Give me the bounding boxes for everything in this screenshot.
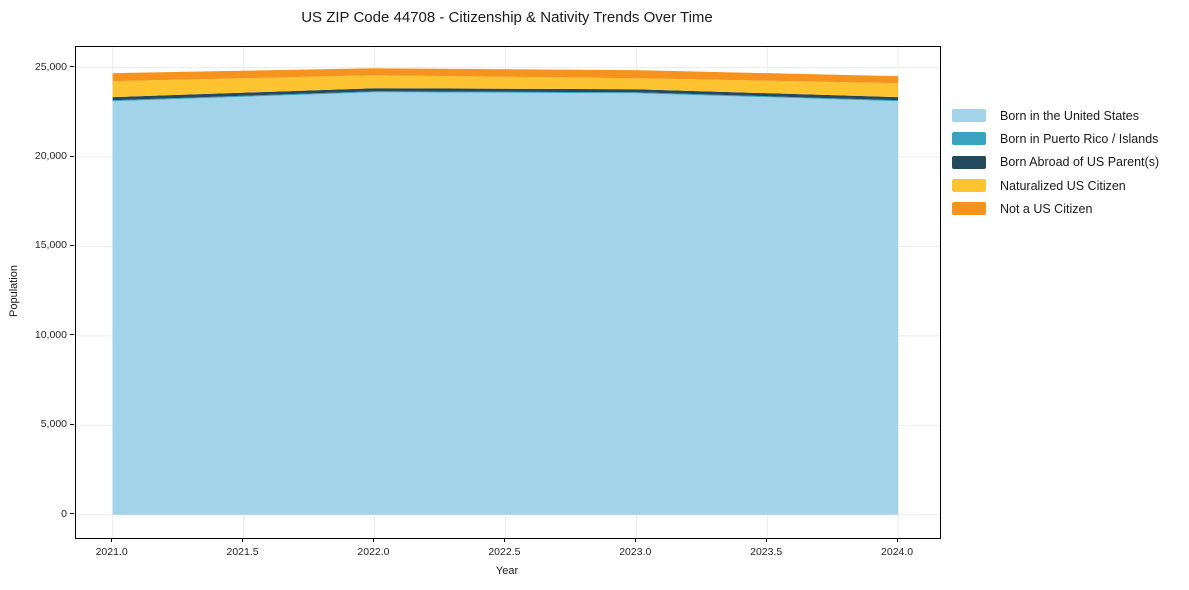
x-tick-mark: [242, 538, 244, 542]
y-tick-mark: [70, 334, 74, 336]
x-tick-mark: [111, 538, 113, 542]
y-tick-label: 10,000: [34, 328, 67, 341]
x-tick-label: 2022.0: [357, 546, 390, 558]
legend-label: Born Abroad of US Parent(s): [1000, 155, 1160, 170]
x-tick-label: 2021.0: [95, 546, 128, 558]
y-tick-mark: [70, 513, 74, 515]
legend-label: Not a US Citizen: [1000, 201, 1093, 216]
y-tick-mark: [70, 66, 74, 68]
legend-swatch: [952, 155, 986, 169]
plot-area: [75, 46, 941, 539]
y-tick-mark: [70, 244, 74, 246]
area-series-4: [112, 68, 899, 84]
legend-item-2: Born Abroad of US Parent(s): [952, 151, 1159, 174]
y-axis-label: Population: [8, 265, 20, 317]
x-tick-label: 2024.0: [881, 546, 914, 558]
area-series-3: [112, 75, 899, 98]
y-tick-mark: [70, 155, 74, 157]
legend-label: Born in Puerto Rico / Islands: [1000, 131, 1159, 146]
x-tick-label: 2023.5: [750, 546, 783, 558]
y-tick-label: 25,000: [34, 60, 67, 73]
y-tick-mark: [70, 423, 74, 425]
legend-item-4: Not a US Citizen: [952, 197, 1159, 220]
legend-item-3: Naturalized US Citizen: [952, 174, 1159, 197]
x-tick-mark: [896, 538, 898, 542]
stacked-area-svg: [76, 47, 940, 538]
legend-item-1: Born in Puerto Rico / Islands: [952, 127, 1159, 150]
legend-label: Born in the United States: [1000, 108, 1139, 123]
x-tick-label: 2021.5: [226, 546, 259, 558]
legend: Born in the United States Born in Puerto …: [952, 104, 1159, 220]
chart-title: US ZIP Code 44708 - Citizenship & Nativi…: [301, 9, 713, 26]
y-tick-label: 15,000: [34, 239, 67, 252]
legend-item-0: Born in the United States: [952, 104, 1159, 127]
legend-swatch: [952, 109, 986, 123]
area-series-1: [112, 91, 899, 102]
y-tick-label: 5,000: [40, 418, 67, 431]
legend-swatch: [952, 179, 986, 193]
x-tick-label: 2023.0: [619, 546, 652, 558]
legend-label: Naturalized US Citizen: [1000, 178, 1126, 193]
x-tick-label: 2022.5: [488, 546, 521, 558]
y-tick-label: 20,000: [34, 150, 67, 162]
x-tick-mark: [765, 538, 767, 542]
x-tick-mark: [634, 538, 636, 542]
x-tick-mark: [372, 538, 374, 542]
x-tick-mark: [503, 538, 505, 542]
x-axis-label: Year: [495, 565, 519, 577]
area-series-0: [112, 92, 899, 515]
legend-swatch: [952, 132, 986, 146]
area-series-2: [112, 88, 899, 101]
legend-swatch: [952, 202, 986, 216]
y-tick-label: 0: [61, 507, 67, 520]
